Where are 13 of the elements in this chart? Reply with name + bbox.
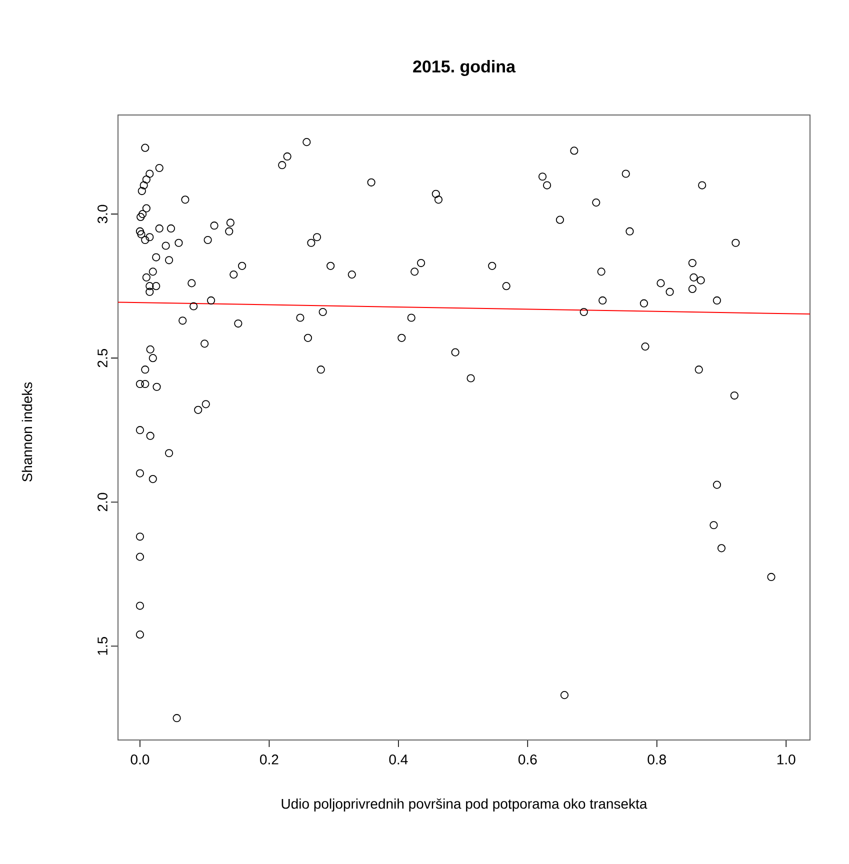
y-axis-title: Shannon indeks — [22, 382, 32, 482]
y-tick-label: 2.0 — [98, 492, 108, 512]
x-tick-label: 0.2 — [260, 754, 278, 764]
y-tick-label: 1.5 — [98, 636, 108, 655]
x-tick-label: 0.4 — [389, 754, 408, 764]
chart-title: 2015. godina — [413, 60, 516, 76]
x-tick-label: 0.0 — [130, 754, 150, 764]
y-tick-label: 2.5 — [98, 348, 108, 368]
y-tick-label: 3.0 — [98, 204, 108, 224]
x-axis-title: Udio poljoprivrednih površina pod potporama oko transekta — [282, 798, 648, 812]
x-tick-label: 1.0 — [777, 754, 796, 764]
x-tick-label: 0.8 — [648, 754, 666, 764]
x-tick-label: 0.6 — [518, 754, 537, 764]
